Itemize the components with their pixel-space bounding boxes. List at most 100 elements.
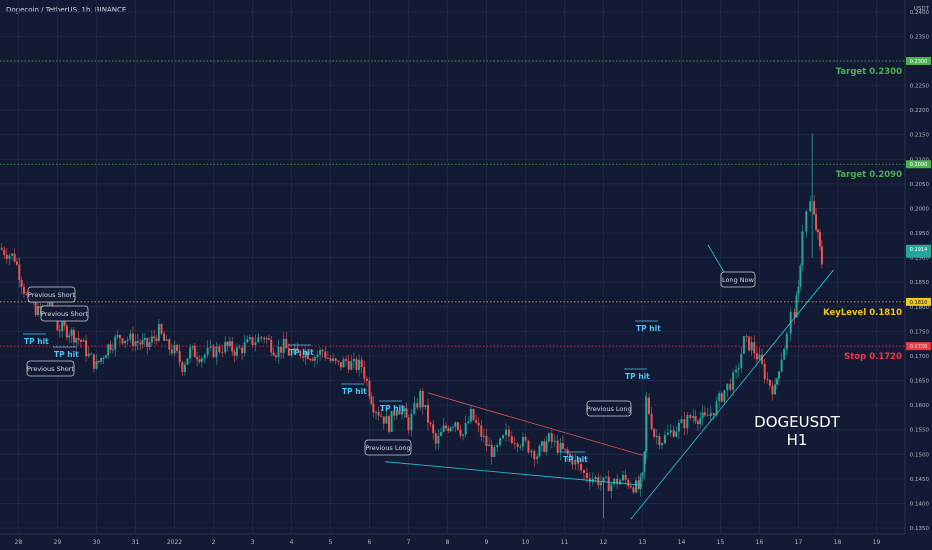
long-now-pointer: [707, 244, 725, 273]
candle-body: [165, 339, 168, 341]
candle-body: [72, 329, 75, 343]
tp-hit-7: TP hit: [636, 324, 661, 333]
candle-body: [709, 413, 712, 417]
candle-body: [442, 425, 445, 432]
candle-body: [393, 410, 396, 416]
candle-body: [243, 342, 246, 354]
axis-unit-label: USDT: [914, 6, 930, 12]
candle-body: [585, 472, 588, 479]
candle-body: [246, 339, 249, 343]
x-tick-label: 15: [717, 539, 725, 546]
candle-body: [635, 480, 637, 493]
tp-hit-6: TP hit: [563, 455, 588, 464]
x-tick-label: 7: [407, 539, 411, 546]
candle-body: [332, 358, 335, 361]
candle-body: [641, 472, 644, 477]
candle-body: [650, 413, 653, 430]
price-axis-bg: [905, 0, 932, 550]
candle-body: [228, 341, 231, 346]
candle-body: [254, 342, 257, 346]
candle-body: [490, 444, 493, 457]
price-levels: Target 0.2300 0.2300 Target 0.2090 0.2090 Ke…: [0, 56, 931, 362]
tp-hit-1: TP hit: [24, 337, 49, 346]
candle-body: [342, 359, 345, 368]
candles: [0, 133, 823, 519]
candle-body: [375, 412, 377, 413]
candle-body: [157, 324, 160, 341]
candle-body: [740, 353, 743, 368]
candle-body: [13, 253, 16, 262]
candle-body: [313, 357, 316, 361]
candle-body: [277, 346, 280, 358]
candle-body: [20, 280, 23, 287]
candle-body: [365, 378, 368, 381]
candle-body: [449, 427, 452, 431]
candle-body: [645, 397, 648, 452]
candle-body: [134, 341, 137, 347]
candle-body: [203, 354, 206, 359]
candle-body: [699, 418, 702, 425]
x-tick-label: 4: [290, 539, 294, 546]
candle-body: [813, 201, 816, 215]
candle-body: [766, 379, 769, 381]
long-now-box: [720, 271, 756, 288]
x-tick-label: 2022: [167, 539, 182, 546]
candle-body: [553, 440, 556, 442]
x-tick-label: 29: [54, 539, 62, 546]
x-tick-label: 6: [368, 539, 372, 546]
x-tick-label: 2: [212, 539, 216, 546]
candle-body: [61, 321, 64, 331]
candle-body: [599, 482, 602, 486]
candle-body: [280, 346, 283, 353]
x-tick-label: 17: [795, 539, 803, 546]
candle-body: [160, 324, 163, 334]
previous-short-3-text: Previous Short: [27, 365, 74, 373]
candle-body: [334, 358, 337, 361]
candle-body: [382, 416, 385, 424]
x-tick-label: 18: [834, 539, 842, 546]
candle-body: [25, 293, 28, 295]
candle-body: [763, 363, 766, 380]
y-tick-label: 0.1500: [910, 452, 930, 458]
x-tick-label: 3: [251, 539, 255, 546]
candle-body: [22, 286, 25, 294]
candle-body: [390, 410, 393, 432]
candle-body: [316, 354, 319, 358]
candle-body: [594, 477, 597, 480]
candle-body: [148, 342, 151, 348]
candle-body: [686, 415, 689, 429]
candle-body: [556, 440, 559, 453]
candle-body: [260, 337, 263, 339]
candle-body: [168, 339, 171, 350]
candle-body: [299, 350, 302, 357]
tp-hit-5: TP hit: [380, 404, 405, 413]
candle-body: [287, 348, 290, 356]
candle-body: [547, 433, 550, 442]
candle-body: [689, 415, 692, 419]
candle-body: [58, 330, 61, 332]
candle-body: [176, 345, 179, 352]
timeframe-label: H1: [786, 431, 808, 449]
candle-body: [100, 358, 103, 362]
y-tick-label: 0.1700: [910, 354, 930, 360]
candle-body: [527, 440, 530, 453]
level-badge: [906, 56, 931, 65]
chart-title: Dogecoin / TetherUS, 1h, BINANCE: [6, 6, 127, 14]
level-label: Stop 0.1720: [844, 352, 902, 362]
candle-body: [778, 371, 780, 379]
candle-body: [619, 480, 622, 485]
candle-body: [215, 346, 218, 358]
candle-body: [218, 346, 221, 352]
candle-body: [226, 341, 229, 346]
candle-body: [434, 433, 437, 444]
previous-long-2-text: Previous Long: [586, 405, 631, 413]
tp-hit-8: TP hit: [625, 372, 650, 381]
candle-body: [173, 345, 176, 354]
candle-body: [550, 433, 553, 442]
candle-body: [729, 383, 732, 390]
candle-body: [401, 410, 403, 415]
candle-body: [85, 340, 88, 357]
candle-body: [507, 429, 510, 437]
candle-body: [403, 408, 406, 411]
